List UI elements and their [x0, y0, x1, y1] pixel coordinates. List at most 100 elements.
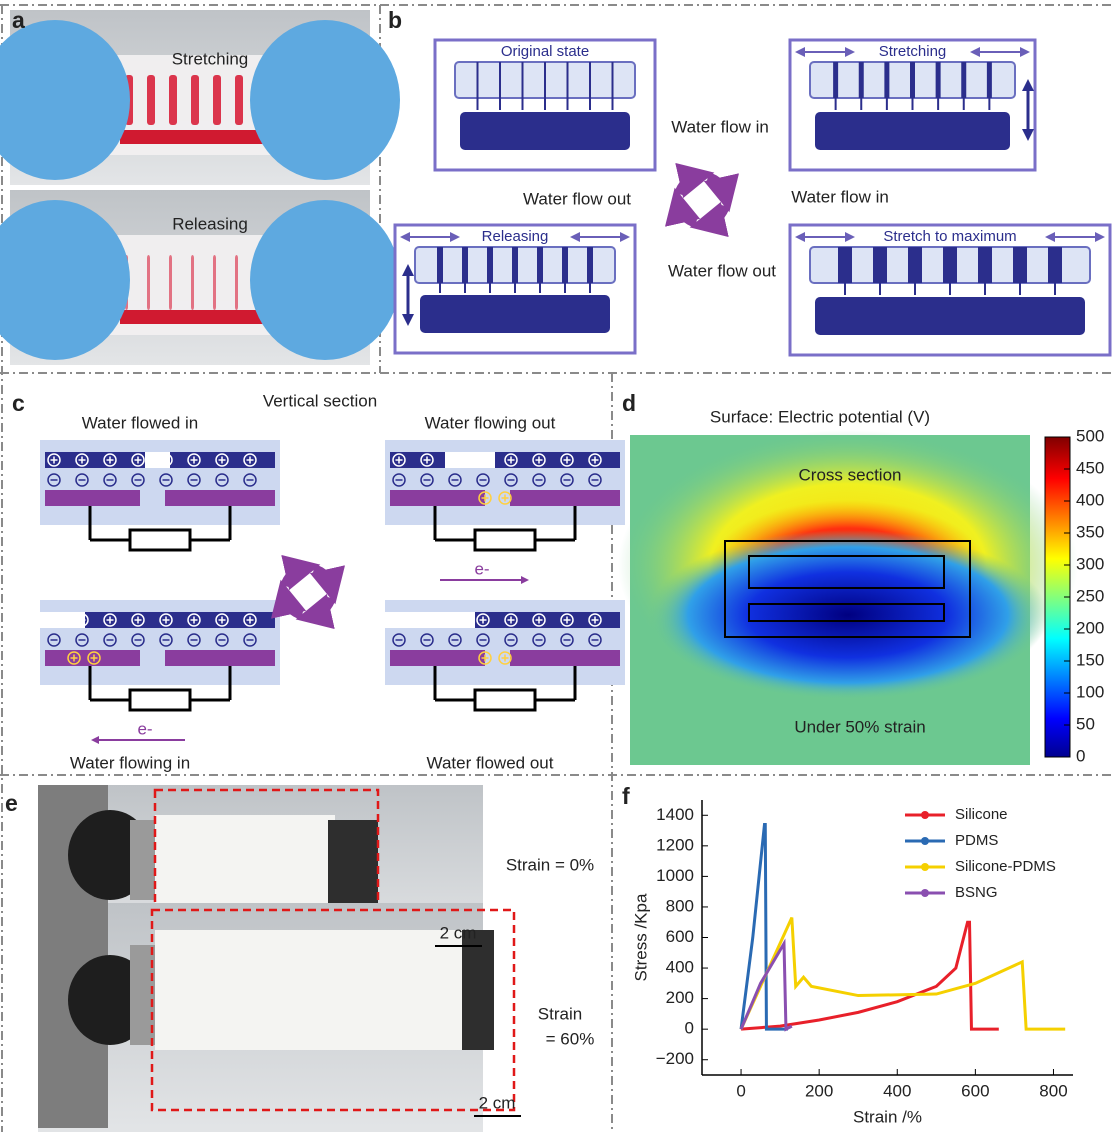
label: Surface: Electric potential (V) — [710, 407, 930, 426]
cycle-arrow — [679, 205, 696, 223]
cycle-arrow — [679, 177, 697, 194]
label: e- — [137, 719, 152, 738]
electrode-bottom — [510, 650, 620, 666]
electrode-bottom — [390, 650, 485, 666]
channel — [213, 75, 221, 125]
label: Stretching — [879, 43, 947, 60]
cycle-arrow — [285, 569, 303, 586]
comb-fill — [910, 62, 915, 98]
cycle-arrow — [708, 177, 725, 195]
label: c — [12, 390, 25, 416]
comb-fill — [833, 62, 838, 98]
comb-fill — [462, 247, 468, 283]
electrode-bottom — [165, 650, 275, 666]
colorbar-tick-label: 500 — [1076, 426, 1104, 445]
y-tick-label: 600 — [666, 927, 694, 946]
channel — [191, 255, 194, 310]
comb-fill — [487, 247, 493, 283]
label: 2 cm — [479, 1093, 516, 1112]
x-tick-label: 400 — [883, 1081, 911, 1100]
comb-base — [420, 295, 610, 333]
resistor — [475, 690, 535, 710]
comb-fill — [961, 62, 966, 98]
electrode-bottom — [510, 490, 620, 506]
x-tick-label: 200 — [805, 1081, 833, 1100]
colorbar-tick-label: 250 — [1076, 586, 1104, 605]
label: Vertical section — [263, 391, 377, 410]
x-tick-label: 600 — [961, 1081, 989, 1100]
label: b — [388, 7, 402, 33]
comb-fill — [873, 247, 887, 283]
legend-marker — [921, 889, 929, 897]
electrode-bottom — [165, 490, 275, 506]
label: Water flowed out — [427, 753, 554, 772]
label: d — [622, 390, 636, 416]
clamp — [328, 820, 378, 910]
cycle-arrow — [313, 598, 331, 615]
legend-label: Silicone-PDMS — [955, 858, 1056, 875]
label: = 60% — [546, 1029, 595, 1048]
legend-marker — [921, 837, 929, 845]
label: Stretching — [172, 49, 249, 68]
y-tick-label: 1000 — [656, 866, 694, 885]
y-tick-label: −200 — [656, 1049, 694, 1068]
legend-label: BSNG — [955, 884, 998, 901]
label: Under 50% strain — [794, 717, 925, 736]
comb-fill — [1013, 247, 1027, 283]
channel — [235, 255, 238, 310]
comb-fill — [859, 62, 864, 98]
comb-fill — [908, 247, 922, 283]
series-line — [741, 922, 999, 1029]
label: 2 cm — [440, 923, 477, 942]
label: Original state — [501, 43, 589, 60]
comb-fill — [587, 247, 593, 283]
label: Cross section — [799, 465, 902, 484]
comb-fill — [562, 247, 568, 283]
comb-fill — [884, 62, 889, 98]
x-axis-label: Strain /% — [853, 1107, 922, 1126]
comb-base — [815, 112, 1010, 150]
resistor — [130, 530, 190, 550]
x-tick-label: 0 — [736, 1081, 745, 1100]
colorbar-tick-label: 150 — [1076, 650, 1104, 669]
label: a — [12, 7, 25, 33]
clamp — [130, 820, 155, 900]
comb-fill — [567, 62, 569, 98]
channel — [235, 75, 243, 125]
sample — [155, 930, 465, 1050]
channel — [147, 75, 155, 125]
label: Water flow out — [668, 261, 776, 280]
comb-fill — [978, 247, 992, 283]
glove — [250, 200, 400, 360]
colorbar-tick-label: 400 — [1076, 490, 1104, 509]
y-tick-label: 1200 — [656, 835, 694, 854]
channel — [213, 255, 216, 310]
colorbar-tick-label: 50 — [1076, 714, 1095, 733]
y-tick-label: 400 — [666, 958, 694, 977]
legend-marker — [921, 811, 929, 819]
comb-fill — [544, 62, 546, 98]
label: Water flowing in — [70, 753, 190, 772]
label: Water flow out — [523, 189, 631, 208]
y-tick-label: 800 — [666, 896, 694, 915]
channel — [169, 75, 177, 125]
electrode-bottom — [45, 490, 140, 506]
colorbar-tick-label: 200 — [1076, 618, 1104, 637]
cycle-arrow — [285, 597, 302, 615]
y-tick-label: 1400 — [656, 805, 694, 824]
channel — [147, 255, 150, 310]
label: Water flowing out — [425, 413, 556, 432]
label: e- — [474, 559, 489, 578]
resistor — [130, 690, 190, 710]
comb-fill — [612, 62, 614, 98]
colorbar-tick-label: 350 — [1076, 522, 1104, 541]
colorbar-tick-label: 0 — [1076, 746, 1085, 765]
comb-base — [460, 112, 630, 150]
comb-fill — [1048, 247, 1062, 283]
y-tick-label: 0 — [685, 1019, 694, 1038]
label: Stretch to maximum — [883, 228, 1016, 245]
series-line — [741, 918, 1065, 1030]
label: Releasing — [172, 214, 248, 233]
legend-label: PDMS — [955, 832, 998, 849]
figure: a Stretching Releasing Original state Stretc… — [0, 0, 1113, 1132]
